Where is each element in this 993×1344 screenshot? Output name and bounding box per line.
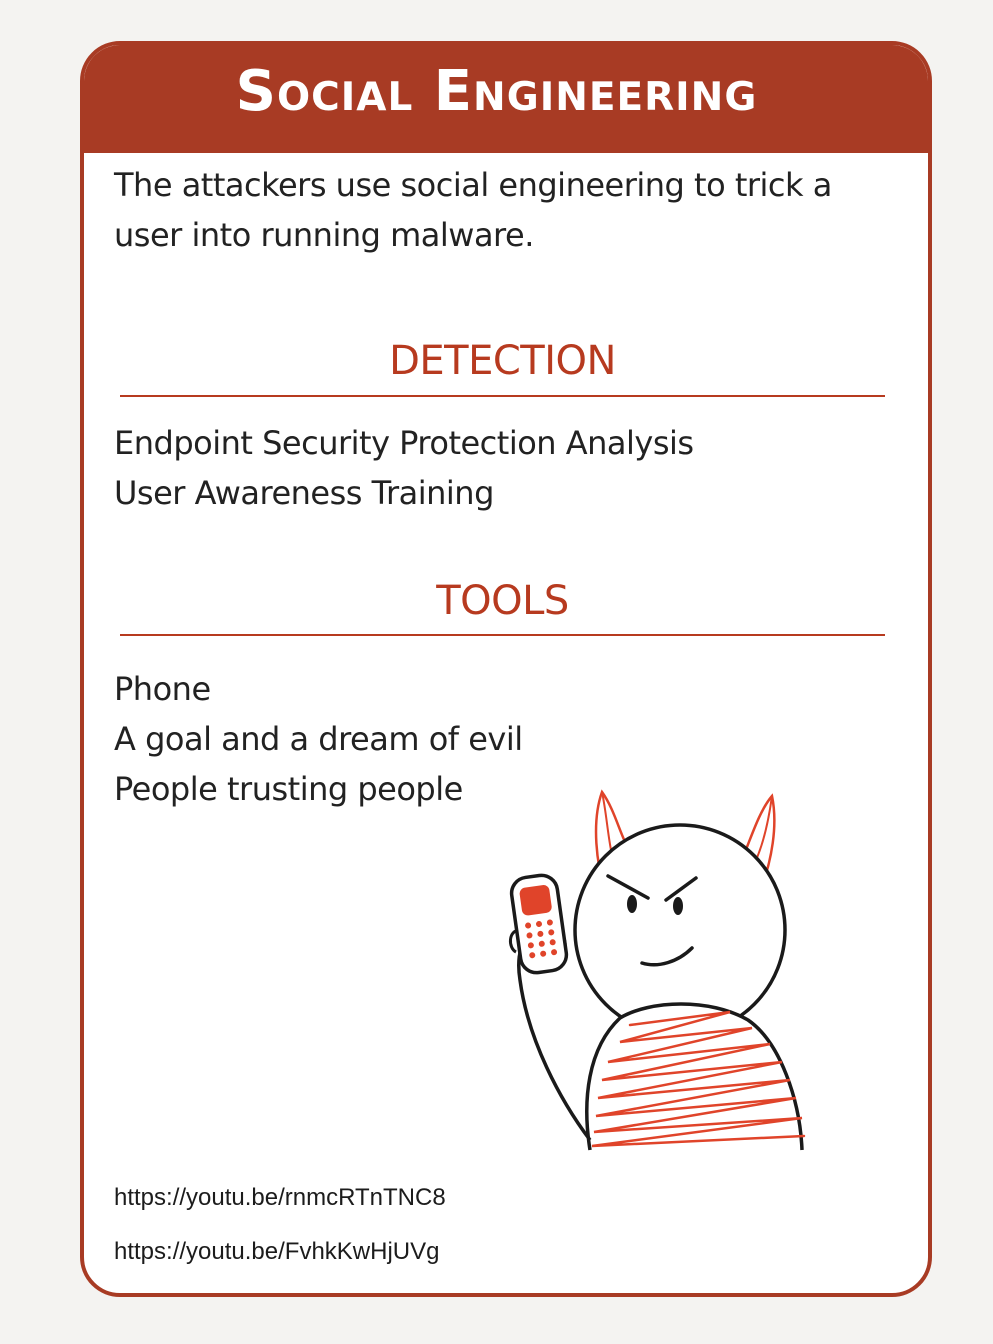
tools-item: Phone — [114, 670, 211, 708]
detection-divider — [120, 395, 885, 397]
reference-link[interactable]: https://youtu.be/rnmcRTnTNC8 — [114, 1184, 446, 1211]
devil-with-phone-icon — [509, 789, 806, 1151]
detection-list: Endpoint Security Protection Analysis Us… — [114, 418, 694, 518]
card-title: Social Engineering — [235, 59, 758, 124]
reference-link[interactable]: https://youtu.be/FvhkKwHjUVg — [114, 1238, 440, 1265]
card-description: The attackers use social engineering to … — [114, 166, 832, 254]
reference-links: https://youtu.be/rnmcRTnTNC8 https://you… — [114, 1176, 446, 1284]
title-band-curve — [84, 157, 928, 197]
card — [80, 41, 932, 1297]
title-band — [84, 45, 928, 153]
tools-divider — [120, 634, 885, 636]
tools-item: People trusting people — [114, 770, 463, 808]
tools-heading: TOOLS — [436, 578, 569, 624]
detection-heading: DETECTION — [389, 338, 616, 384]
detection-item: User Awareness Training — [114, 474, 494, 512]
detection-item: Endpoint Security Protection Analysis — [114, 424, 694, 462]
tools-item: A goal and a dream of evil — [114, 720, 523, 758]
tools-list: Phone A goal and a dream of evil People … — [114, 664, 523, 814]
